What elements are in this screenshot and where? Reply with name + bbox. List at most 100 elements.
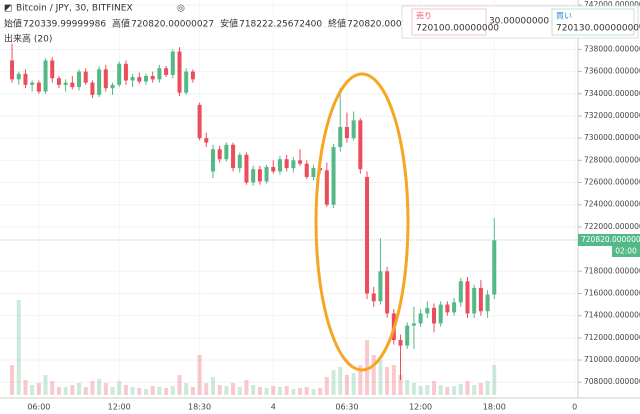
candle-body: [452, 302, 457, 313]
volume-bar: [217, 385, 222, 395]
volume-bar: [157, 387, 162, 395]
candle-body: [365, 176, 370, 294]
volume-bar: [210, 377, 215, 395]
volume-label: 出来高 (20): [4, 33, 52, 45]
x-tick-label: 06:00: [27, 403, 50, 412]
volume-bar: [391, 365, 396, 395]
volume-bar: [418, 386, 423, 395]
candle-body: [485, 294, 490, 312]
volume-bar: [411, 383, 416, 395]
volume-bar: [452, 386, 457, 395]
sell-button[interactable]: [411, 8, 487, 36]
y-tick-label: 738000.00000000: [584, 44, 640, 53]
candle-body: [492, 240, 497, 295]
volume-bar: [431, 381, 437, 395]
volume-bar: [23, 380, 28, 395]
volume-bar: [425, 385, 430, 395]
candle-body: [143, 76, 149, 82]
ohlc-name: 終値: [328, 18, 346, 30]
volume-bar: [257, 387, 262, 395]
ohlc-value: 720820.00000027: [347, 20, 430, 30]
volume-bar: [30, 385, 35, 395]
volume-bar: [36, 383, 41, 395]
candle-body: [411, 323, 416, 326]
candle-body: [231, 144, 236, 169]
candle-body: [291, 160, 296, 169]
candle-body: [264, 166, 269, 182]
candle-body: [30, 82, 35, 85]
candle-body: [164, 68, 169, 75]
volume-bar: [130, 387, 135, 395]
candle-body: [398, 340, 403, 346]
candle-body: [16, 73, 21, 80]
last-price-tag: [578, 233, 640, 246]
candle-body: [271, 166, 276, 172]
candle-body: [63, 82, 68, 85]
x-tick-label: 06:30: [335, 403, 358, 412]
candle-body: [217, 149, 222, 160]
volume-bar: [338, 367, 343, 395]
y-tick-label: 718000.00000000: [584, 266, 640, 275]
y-tick-label: 716000.00000000: [584, 288, 640, 297]
candle-body: [351, 120, 356, 139]
y-tick-label: 726000.00000000: [584, 178, 640, 187]
x-tick-label: 18:00: [483, 403, 506, 412]
last-time-label: 02:00: [615, 246, 637, 255]
volume-bar: [358, 365, 363, 395]
y-tick-label: 736000.00000000: [584, 67, 640, 76]
volume-bar: [77, 383, 82, 395]
candle-body: [358, 120, 363, 170]
candle-body: [425, 307, 430, 314]
volume-bar: [177, 375, 182, 395]
volume-bar: [70, 385, 75, 395]
volume-bar: [137, 388, 142, 395]
candle-body: [204, 138, 209, 143]
candle-body: [438, 304, 443, 324]
last-price-label: 720820.00000027: [581, 235, 640, 244]
candle-body: [472, 287, 477, 314]
volume-bar: [50, 381, 55, 395]
volume-bar: [16, 300, 21, 395]
settings-icon[interactable]: ◎: [177, 4, 185, 14]
order-panel: 売り 720100.00000000 30.00000000 買い 720130…: [401, 5, 639, 39]
candle-body: [431, 307, 437, 324]
y-tick-label: 730000.00000000: [584, 133, 640, 142]
buy-button[interactable]: [551, 8, 635, 36]
candle-body: [137, 77, 142, 82]
y-tick-label: 712000.00000000: [584, 333, 640, 342]
volume-bar: [344, 375, 349, 395]
candle-body: [110, 84, 115, 89]
volume-bar: [251, 385, 256, 395]
volume-bar: [184, 383, 189, 395]
candle-body: [445, 304, 450, 313]
y-tick-label: 708000.00000000: [584, 377, 640, 386]
volume-bar: [277, 387, 282, 395]
candle-body: [224, 144, 229, 160]
volume-bar: [351, 373, 356, 395]
sell-price: 720100.00000000: [416, 24, 499, 34]
volume-bar: [264, 388, 269, 395]
candle-body: [331, 147, 336, 205]
volume-bar: [458, 384, 463, 395]
y-tick-label: 710000.00000000: [584, 355, 640, 364]
volume-bar: [150, 386, 155, 395]
volume-bar: [331, 370, 336, 395]
buy-price: 720130.00000000: [556, 24, 639, 34]
candle-body: [170, 51, 175, 75]
candle-body: [10, 60, 15, 80]
volume-bar: [291, 389, 296, 395]
volume-bar: [97, 379, 102, 395]
last-time-tag: [612, 245, 640, 257]
volume-bar: [378, 360, 383, 395]
volume-bar: [465, 381, 470, 395]
y-tick-label: 722000.00000000: [584, 222, 640, 231]
candle-body: [418, 313, 423, 324]
candle-body: [378, 271, 383, 302]
volume-bar: [197, 355, 202, 395]
y-tick-label: 742000.00000000: [584, 0, 640, 9]
volume-bar: [304, 387, 309, 395]
y-tick-label: 728000.00000000: [584, 155, 640, 164]
volume-bar: [237, 387, 242, 395]
